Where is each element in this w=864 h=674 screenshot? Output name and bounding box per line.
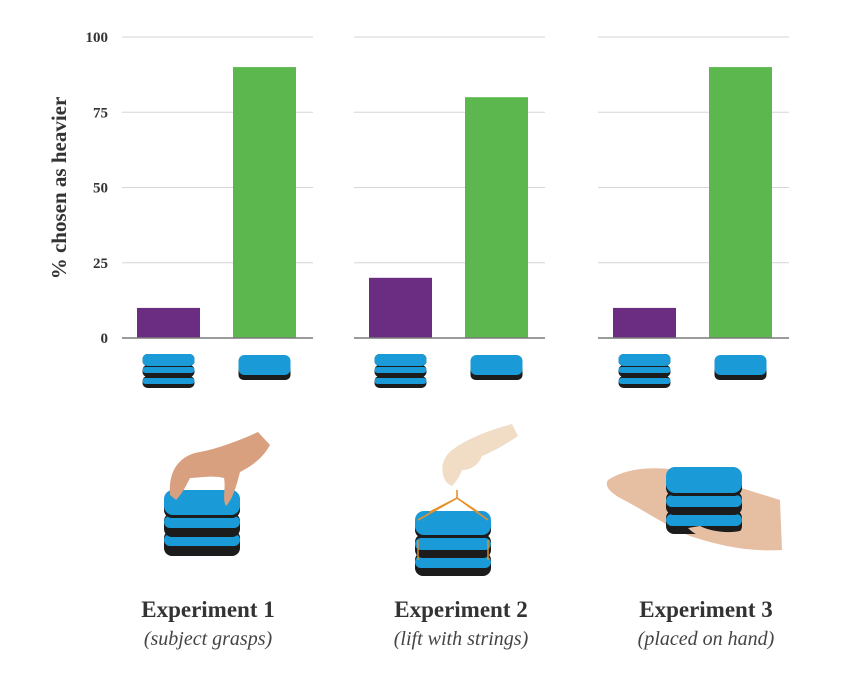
- y-tick-label: 25: [93, 256, 108, 272]
- y-tick-label: 50: [93, 181, 108, 197]
- y-tick-label: 0: [101, 331, 109, 347]
- experiment-1-title: Experiment 1: [141, 597, 275, 622]
- three-block-stack-icon: [374, 354, 427, 388]
- three-block-stack-icon: [142, 354, 195, 388]
- experiment-3-title: Experiment 3: [639, 597, 773, 622]
- experiment-2-title: Experiment 2: [394, 597, 528, 622]
- single-block-icon: [714, 355, 767, 380]
- stack-on-open-palm-icon: [606, 467, 782, 551]
- experiment-2-subtitle: (lift with strings): [393, 628, 529, 650]
- stack-bar-exp1: [137, 307, 200, 338]
- single-bar-exp2: [465, 97, 528, 338]
- y-tick-label: 100: [86, 30, 109, 46]
- single-block-icon: [470, 355, 523, 380]
- experiment-3-subtitle: (placed on hand): [637, 628, 775, 650]
- single-bar-exp3: [709, 67, 772, 338]
- y-tick-label: 75: [93, 105, 108, 121]
- y-axis-label: % chosen as heavier: [47, 97, 71, 280]
- hand-lifting-strings-icon: [415, 424, 518, 576]
- experiment-1-subtitle: (subject grasps): [143, 628, 273, 650]
- three-block-stack-icon: [618, 354, 671, 388]
- stack-bar-exp3: [613, 307, 676, 338]
- single-bar-exp1: [233, 67, 296, 338]
- single-block-icon: [238, 355, 291, 380]
- stack-bar-exp2: [369, 277, 432, 338]
- hand-grasping-stack-icon: [164, 432, 270, 556]
